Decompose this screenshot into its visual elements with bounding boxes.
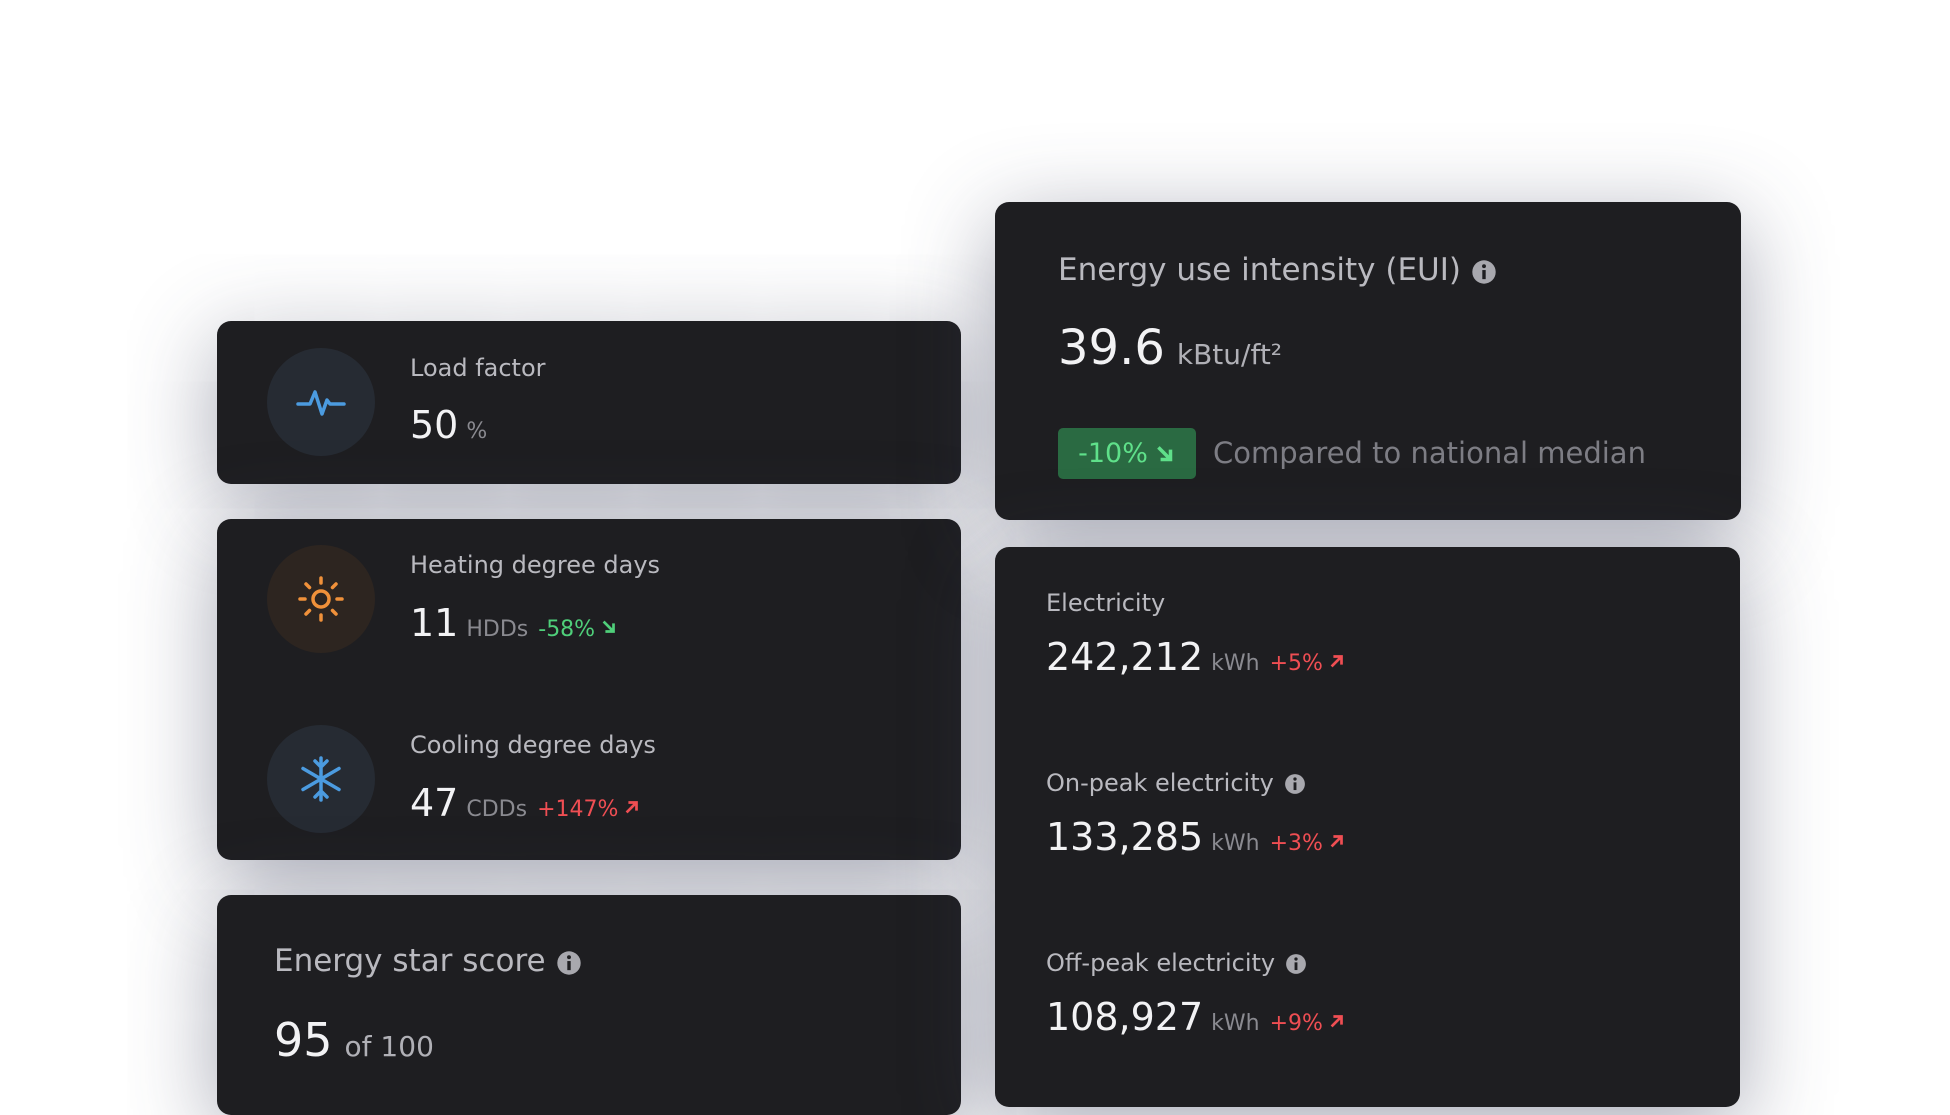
degree-days-card: Heating degree days 11 HDDs -58% Cooling… bbox=[217, 519, 961, 860]
metric: 50 % bbox=[410, 403, 487, 447]
value: 50 bbox=[410, 403, 459, 447]
label: Energy use intensity (EUI) bbox=[1058, 252, 1461, 288]
metric: 95 of 100 bbox=[274, 1013, 434, 1067]
label-text: On-peak electricity bbox=[1046, 769, 1274, 797]
label-text: Electricity bbox=[1046, 589, 1166, 617]
metric: 47 CDDs +147% bbox=[410, 781, 642, 825]
unit: HDDs bbox=[466, 617, 529, 642]
page: {"load_factor":{"label":"Load factor","v… bbox=[217, 202, 1741, 1115]
up-arrow bbox=[1330, 835, 1343, 848]
change: +5% bbox=[1269, 651, 1323, 676]
load-card: Load factor 50 % bbox=[217, 321, 961, 484]
suffix: of 100 bbox=[344, 1030, 434, 1063]
up-arrow bbox=[626, 801, 639, 814]
value: 47 bbox=[410, 781, 459, 825]
metric: 133,285 kWh +3% bbox=[1046, 815, 1347, 859]
info-icon[interactable] bbox=[1284, 773, 1306, 795]
change: +9% bbox=[1269, 1011, 1323, 1036]
eui-card: Energy use intensity (EUI) 39.6 kBtu/ft²… bbox=[995, 202, 1741, 520]
label: Cooling degree days bbox=[410, 731, 656, 759]
label: On-peak electricity bbox=[1046, 769, 1306, 797]
title: Energy star score bbox=[274, 943, 582, 979]
snow-icon bbox=[267, 725, 375, 833]
info-icon[interactable] bbox=[556, 950, 582, 976]
unit: CDDs bbox=[466, 797, 528, 822]
change: +147% bbox=[537, 797, 619, 822]
value: 39.6 bbox=[1058, 320, 1165, 376]
energy-star-card: Energy star score 95 of 100 bbox=[217, 895, 961, 1115]
value: 95 bbox=[274, 1013, 333, 1067]
change: +3% bbox=[1269, 831, 1323, 856]
sun-icon bbox=[267, 545, 375, 653]
unit: % bbox=[466, 419, 488, 444]
metric: 11 HDDs -58% bbox=[410, 601, 619, 645]
comparison: Compared to national median bbox=[1213, 436, 1646, 470]
unit: kWh bbox=[1211, 831, 1260, 856]
unit: kWh bbox=[1211, 1011, 1260, 1036]
label: Load factor bbox=[410, 354, 546, 382]
metric: 39.6 kBtu/ft² bbox=[1058, 320, 1282, 376]
change-badge: -10% bbox=[1058, 428, 1196, 479]
down-arrow bbox=[602, 620, 615, 633]
label: Energy star score bbox=[274, 943, 546, 979]
body: Load factor 50 % Heating degree days 11 … bbox=[217, 202, 1741, 1115]
metric: 242,212 kWh +5% bbox=[1046, 635, 1347, 679]
unit: kWh bbox=[1211, 651, 1260, 676]
value: 242,212 bbox=[1046, 635, 1204, 679]
up-arrow bbox=[1330, 1015, 1343, 1028]
label: Off-peak electricity bbox=[1046, 949, 1307, 977]
label: Electricity bbox=[1046, 589, 1165, 617]
value: 108,927 bbox=[1046, 995, 1204, 1039]
info-icon[interactable] bbox=[1285, 953, 1307, 975]
metric: 108,927 kWh +9% bbox=[1046, 995, 1347, 1039]
value: 11 bbox=[410, 601, 459, 645]
value: 133,285 bbox=[1046, 815, 1204, 859]
label: Heating degree days bbox=[410, 551, 661, 579]
info-icon[interactable] bbox=[1471, 259, 1497, 285]
change: -58% bbox=[538, 617, 596, 642]
electricity-card: Electricity 242,212 kWh +5% On-peak elec… bbox=[995, 547, 1740, 1107]
pulse-icon bbox=[267, 348, 375, 456]
title: Energy use intensity (EUI) bbox=[1058, 252, 1497, 288]
change: -10% bbox=[1078, 438, 1148, 469]
label-text: Off-peak electricity bbox=[1046, 949, 1276, 977]
unit: kBtu/ft² bbox=[1176, 338, 1283, 371]
up-arrow bbox=[1330, 655, 1343, 668]
